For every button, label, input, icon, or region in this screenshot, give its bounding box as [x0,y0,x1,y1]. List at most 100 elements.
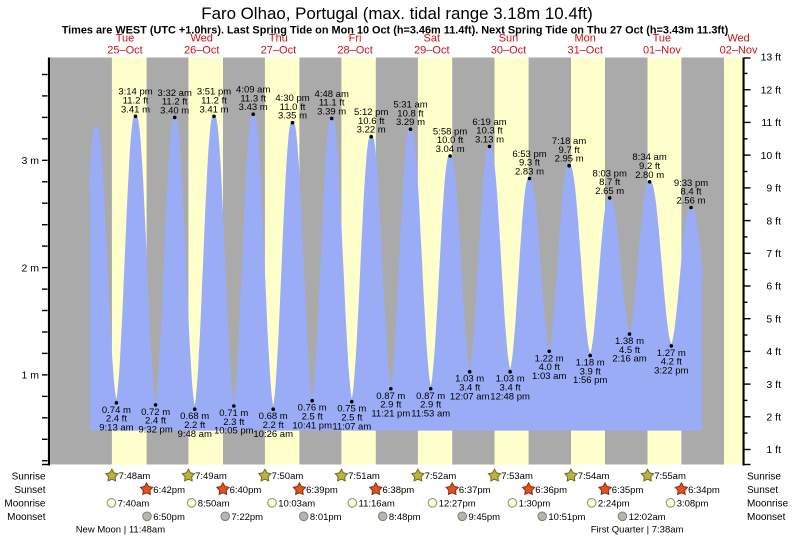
svg-text:5:58 pm: 5:58 pm [433,126,467,137]
svg-text:Tue: Tue [116,32,135,44]
svg-text:10:26 am: 10:26 am [253,429,293,440]
svg-text:8.4 ft: 8.4 ft [680,187,701,198]
svg-text:3.4 ft: 3.4 ft [459,383,480,394]
svg-text:2.65 m: 2.65 m [595,186,624,197]
svg-text:Sunset: Sunset [747,485,778,496]
svg-text:4.2 ft: 4.2 ft [661,357,682,368]
svg-text:8 ft: 8 ft [766,215,781,227]
svg-text:9.2 ft: 9.2 ft [639,161,660,172]
svg-text:1:56 pm: 1:56 pm [573,375,607,386]
svg-text:11.2 ft: 11.2 ft [162,97,188,108]
svg-text:0.72 m: 0.72 m [141,407,170,418]
svg-text:3.39 m: 3.39 m [317,107,346,118]
svg-text:11:53 am: 11:53 am [411,408,450,419]
svg-text:2:24pm: 2:24pm [598,498,630,509]
svg-text:3:14 pm: 3:14 pm [118,87,152,98]
svg-text:2.83 m: 2.83 m [515,167,544,178]
svg-text:02–Nov: 02–Nov [720,44,758,56]
svg-text:8.7 ft: 8.7 ft [599,177,620,188]
svg-text:3:32 am: 3:32 am [158,88,192,99]
svg-text:7:53am: 7:53am [501,471,533,482]
svg-text:9:48 am: 9:48 am [178,429,212,440]
svg-text:1.22 m: 1.22 m [535,353,564,364]
svg-text:New Moon | 11:48am: New Moon | 11:48am [76,524,166,535]
svg-text:7:48am: 7:48am [119,471,151,482]
svg-text:9:33 pm: 9:33 pm [674,178,708,189]
svg-text:1.38 m: 1.38 m [615,336,644,347]
svg-text:2.3 ft: 2.3 ft [223,417,244,428]
svg-text:8:50am: 8:50am [198,498,230,509]
svg-text:Tue: Tue [653,32,672,44]
svg-text:Mon: Mon [574,32,595,44]
svg-text:10 ft: 10 ft [761,150,782,162]
svg-text:3.29 m: 3.29 m [396,117,425,128]
svg-text:6:50pm: 6:50pm [153,512,185,523]
svg-text:1.27 m: 1.27 m [657,348,686,359]
svg-text:12:02am: 12:02am [629,512,666,523]
svg-text:10:51pm: 10:51pm [548,512,585,523]
svg-text:25–Oct: 25–Oct [107,44,142,56]
svg-text:10.3 ft: 10.3 ft [476,126,503,137]
svg-text:0.75 m: 0.75 m [337,404,366,415]
svg-text:6:35pm: 6:35pm [612,485,644,496]
svg-text:Moonset: Moonset [747,512,786,523]
svg-text:5 ft: 5 ft [766,313,781,325]
svg-text:10.0 ft: 10.0 ft [437,135,464,146]
svg-text:0.68 m: 0.68 m [180,411,209,422]
svg-text:3 ft: 3 ft [766,379,781,391]
svg-text:9.3 ft: 9.3 ft [519,158,540,169]
svg-text:2.4 ft: 2.4 ft [106,414,127,425]
svg-text:10.6 ft: 10.6 ft [358,116,385,127]
svg-text:2.9 ft: 2.9 ft [380,400,401,411]
svg-text:9 ft: 9 ft [766,183,781,195]
svg-text:8:03 pm: 8:03 pm [593,168,627,179]
svg-text:31–Oct: 31–Oct [567,44,602,56]
svg-text:11.3 ft: 11.3 ft [240,93,266,104]
svg-text:10:05 pm: 10:05 pm [214,426,254,437]
svg-text:2.56 m: 2.56 m [676,196,705,207]
svg-text:2:16 am: 2:16 am [612,354,646,365]
svg-text:3.43 m: 3.43 m [239,102,268,113]
svg-text:2.2 ft: 2.2 ft [184,420,205,431]
svg-text:3.13 m: 3.13 m [475,134,504,145]
svg-text:Thu: Thu [269,32,288,44]
svg-text:1:03 am: 1:03 am [532,371,566,382]
svg-text:5:31 am: 5:31 am [393,100,427,111]
svg-text:4:48 am: 4:48 am [315,89,349,100]
svg-text:12 ft: 12 ft [761,84,782,96]
svg-text:Faro Olhao, Portugal (max. tid: Faro Olhao, Portugal (max. tidal range 3… [201,4,593,23]
svg-text:3:08pm: 3:08pm [677,498,709,509]
svg-text:4 ft: 4 ft [766,346,781,358]
svg-text:4.0 ft: 4.0 ft [539,362,560,373]
svg-text:6:42pm: 6:42pm [153,485,185,496]
svg-text:29–Oct: 29–Oct [414,44,449,56]
svg-text:4:30 pm: 4:30 pm [275,93,309,104]
svg-text:0.71 m: 0.71 m [219,408,248,419]
svg-text:6:39pm: 6:39pm [306,485,338,496]
svg-text:4:09 am: 4:09 am [236,85,270,96]
svg-text:11.0 ft: 11.0 ft [280,102,306,113]
svg-text:8:34 am: 8:34 am [632,152,666,163]
svg-text:4.5 ft: 4.5 ft [619,345,640,356]
svg-text:2.9 ft: 2.9 ft [420,400,441,411]
svg-text:6:19 am: 6:19 am [472,117,506,128]
svg-text:3.41 m: 3.41 m [199,104,228,115]
svg-text:10.8 ft: 10.8 ft [397,108,424,119]
svg-text:2.2 ft: 2.2 ft [263,420,284,431]
svg-text:2 m: 2 m [21,262,39,274]
svg-text:6:53 pm: 6:53 pm [512,149,546,160]
svg-text:7:18 am: 7:18 am [552,136,586,147]
svg-text:3.35 m: 3.35 m [278,111,307,122]
svg-text:7:54am: 7:54am [578,471,610,482]
svg-text:6:38pm: 6:38pm [383,485,415,496]
svg-text:9:45pm: 9:45pm [468,512,500,523]
svg-text:Sunset: Sunset [14,485,45,496]
svg-text:Wed: Wed [727,32,749,44]
svg-text:0.76 m: 0.76 m [298,403,327,414]
svg-text:01–Nov: 01–Nov [643,44,681,56]
svg-text:Sat: Sat [424,32,441,44]
svg-text:2.95 m: 2.95 m [555,154,584,165]
svg-text:Moonrise: Moonrise [4,499,46,510]
svg-text:11:07 am: 11:07 am [332,421,371,432]
svg-text:9.7 ft: 9.7 ft [559,145,580,156]
